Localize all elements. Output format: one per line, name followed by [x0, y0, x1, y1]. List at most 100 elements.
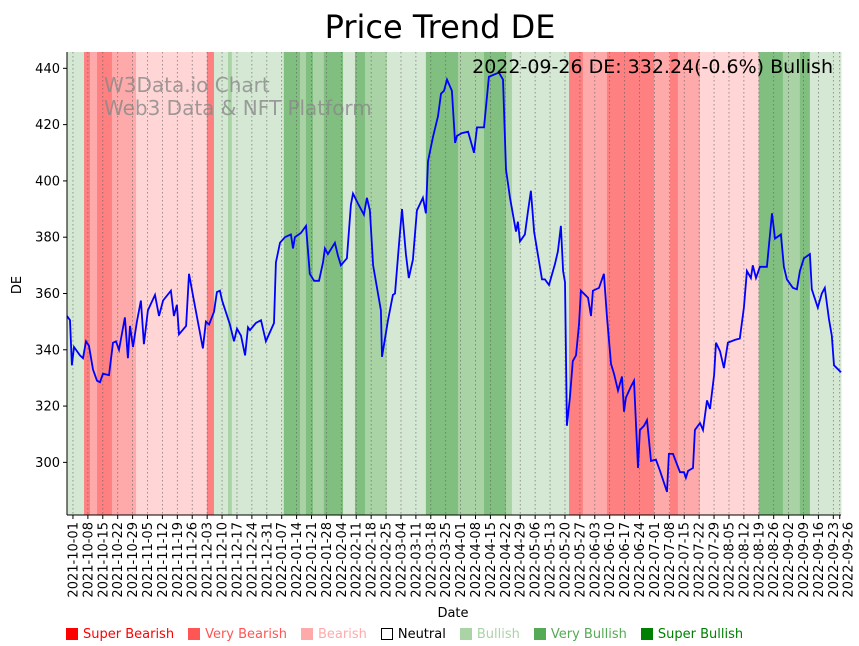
sentiment-band	[228, 52, 233, 515]
x-tick-label: 2022-07-08	[663, 522, 678, 598]
watermark-line-2: Web3 Data & NFT Platform	[104, 96, 372, 120]
x-tick-label: 2021-11-12	[156, 522, 171, 598]
sentiment-band	[458, 52, 485, 515]
sentiment-band	[700, 52, 760, 515]
x-tick-label: 2022-05-06	[529, 522, 544, 598]
legend-item: Very Bearish	[188, 624, 287, 644]
x-tick-label: 2022-06-10	[603, 522, 618, 598]
legend-label: Very Bullish	[550, 626, 627, 642]
y-axis-label: DE	[10, 276, 25, 294]
sentiment-band	[484, 52, 507, 515]
y-tick-label: 340	[35, 343, 60, 358]
legend-label: Bearish	[317, 626, 367, 642]
sentiment-band	[809, 52, 842, 515]
sentiment-band	[136, 52, 208, 515]
sentiment-band	[343, 52, 356, 515]
legend-label: Super Bearish	[83, 626, 175, 642]
y-tick-label: 440	[35, 62, 60, 77]
x-tick-label: 2021-12-24	[245, 522, 260, 598]
chart-title: Price Trend DE	[325, 8, 556, 46]
x-tick-label: 2021-11-26	[186, 522, 201, 598]
sentiment-band	[425, 52, 459, 515]
x-tick-label: 2022-01-07	[275, 522, 290, 598]
sentiment-band	[799, 52, 811, 515]
x-tick-label: 2021-12-03	[201, 522, 216, 598]
sentiment-band	[97, 52, 113, 515]
x-tick-label: 2022-03-04	[394, 522, 409, 598]
sentiment-band	[758, 52, 784, 515]
sentiment-band	[305, 52, 314, 515]
sentiment-band	[669, 52, 679, 515]
x-tick-label: 2022-04-08	[469, 522, 484, 598]
x-tick-label: 2022-04-22	[499, 522, 514, 598]
x-axis-label: Date	[437, 606, 468, 621]
x-tick-label: 2021-11-19	[171, 522, 186, 598]
legend-item: Super Bullish	[640, 624, 744, 644]
x-tick-label: 2022-03-18	[424, 522, 439, 598]
sentiment-band	[386, 52, 427, 515]
x-tick-label: 2022-02-11	[350, 522, 365, 598]
legend-swatch	[380, 628, 393, 640]
y-tick-label: 380	[35, 231, 60, 246]
x-tick-label: 2021-10-22	[111, 522, 126, 598]
x-tick-label: 2022-09-02	[782, 522, 797, 598]
legend-swatch	[459, 628, 472, 640]
legend-swatch	[640, 628, 653, 640]
legend-swatch	[533, 628, 546, 640]
x-tick-label: 2022-07-15	[678, 522, 693, 598]
y-tick-label: 400	[35, 174, 60, 189]
x-tick-label: 2022-05-13	[544, 522, 559, 598]
x-tick-label: 2022-07-22	[693, 522, 708, 598]
sentiment-band	[606, 52, 655, 515]
sentiment-band	[354, 52, 366, 515]
price-line	[66, 71, 842, 493]
x-tick-label: 2022-05-20	[558, 522, 573, 598]
sentiment-band	[213, 52, 229, 515]
sentiment-band	[283, 52, 301, 515]
sentiment-band	[231, 52, 285, 515]
x-tick-label: 2021-12-17	[230, 522, 245, 598]
x-tick-label: 2022-09-09	[797, 522, 812, 598]
watermark-line-1: W3Data.io Chart	[104, 73, 270, 97]
x-tick-label: 2021-12-10	[216, 522, 231, 598]
sentiment-band	[505, 52, 513, 515]
x-tick-label: 2021-12-31	[260, 522, 275, 598]
legend-swatch	[188, 628, 201, 640]
legend-item: Neutral	[380, 624, 446, 644]
sentiment-band	[569, 52, 584, 515]
x-tick-label: 2022-02-04	[335, 522, 350, 598]
x-tick-label: 2022-01-21	[305, 522, 320, 598]
legend-swatch	[66, 628, 78, 640]
x-tick-label: 2021-11-05	[141, 522, 156, 598]
x-tick-label: 2021-10-08	[81, 522, 96, 598]
sentiment-band	[90, 52, 98, 515]
x-tick-label: 2022-08-19	[752, 522, 767, 598]
x-tick-label: 2021-10-01	[66, 522, 81, 598]
sentiment-band	[84, 52, 91, 515]
x-tick-label: 2022-03-25	[439, 522, 454, 598]
x-tick-label: 2022-01-14	[290, 522, 305, 598]
legend-item: Super Bearish	[66, 624, 174, 644]
x-tick-label: 2021-10-29	[126, 522, 141, 598]
x-tick-label: 2022-06-17	[618, 522, 633, 598]
x-tick-label: 2022-08-26	[767, 522, 782, 598]
x-tick-label: 2022-02-18	[365, 522, 380, 598]
sentiment-band	[300, 52, 307, 515]
legend: Super Bearish Very Bearish Bearish Neutral B…	[66, 624, 743, 644]
x-tick-label: 2022-08-12	[737, 522, 752, 598]
x-tick-label: 2022-04-29	[514, 522, 529, 598]
sentiment-band	[677, 52, 701, 515]
x-tick-label: 2021-10-15	[96, 522, 111, 598]
legend-item: Bearish	[300, 624, 367, 644]
x-tick-label: 2022-06-03	[588, 522, 603, 598]
x-tick-label: 2022-03-11	[409, 522, 424, 598]
legend-swatch	[300, 628, 313, 640]
sentiment-band	[653, 52, 671, 515]
sentiment-band	[782, 52, 801, 515]
legend-label: Neutral	[397, 626, 446, 642]
x-tick-label: 2022-04-01	[454, 522, 469, 598]
legend-label: Super Bullish	[657, 626, 744, 642]
legend-item: Bullish	[459, 624, 520, 644]
